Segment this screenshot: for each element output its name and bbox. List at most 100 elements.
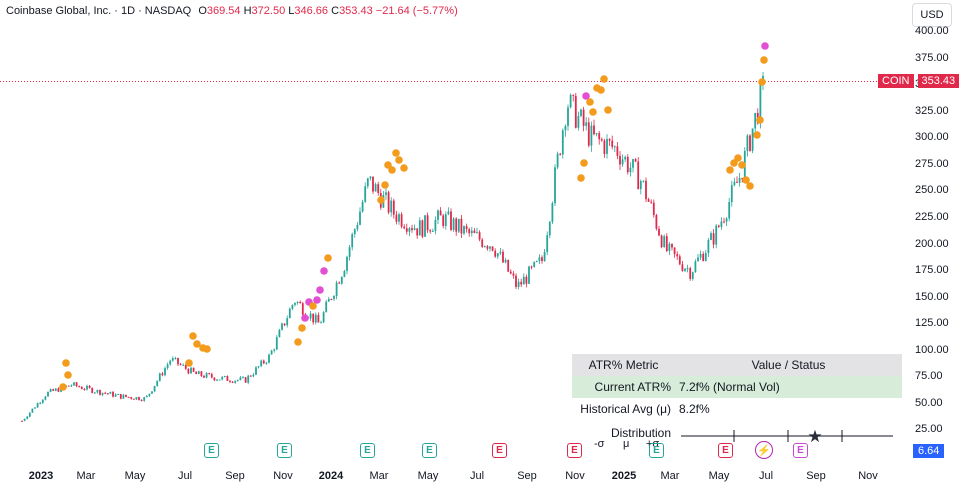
candle-body [312,313,315,323]
lightning-icon[interactable]: ⚡ [755,441,773,459]
currency-button[interactable]: USD [912,3,952,27]
candle-body [288,308,291,319]
candle-body [247,375,250,383]
candle-body [39,402,42,404]
x-tick-label: Nov [565,470,585,482]
candle-body [252,374,255,377]
candle-body [491,246,494,251]
x-tick-label: Mar [369,470,389,482]
candle-body [31,408,34,413]
candle-body [569,94,572,108]
candle-body [41,399,44,403]
candle-body [34,407,36,409]
candle-body [535,260,538,262]
signal-dot [189,332,197,340]
candle-body [127,396,130,398]
y-tick-label: 275.00 [915,157,949,170]
atr-current-row: Current ATR% 7.2f% (Normal Vol) [572,376,902,398]
earnings-marker[interactable]: E [718,443,733,458]
ohlc-values: O369.54 H372.50 L346.66 C353.43 −21.64 (… [198,5,457,17]
candle-body [52,389,55,391]
candle-body [647,199,650,202]
candle-body [754,112,757,129]
earnings-marker[interactable]: E [649,443,664,458]
candle-body [242,377,244,379]
candle-body [431,230,434,232]
earnings-marker[interactable]: E [793,443,808,458]
ticker-label: COIN [878,74,914,88]
x-tick-label: May [708,470,730,482]
x-tick-label: Sep [517,470,537,482]
candle-body [333,295,335,300]
candle-body [486,246,489,249]
earnings-marker[interactable]: E [422,443,437,458]
candle-body [699,253,702,258]
candle-body [359,211,361,225]
candle-body [421,220,424,237]
earnings-marker[interactable]: E [360,443,375,458]
candle-body [130,397,133,399]
candle-body [223,375,226,377]
candle-body [600,139,603,141]
mu-label: μ [623,438,630,450]
atr-historical-row: Historical Avg (μ) 8.2f% [572,398,902,420]
candle-body [691,272,694,279]
candle-body [262,360,265,364]
atr-historical-label: Historical Avg (μ) [580,402,671,416]
signal-dot [298,324,306,332]
candle-body [221,376,224,380]
candle-body [465,226,468,229]
candle-body [390,200,393,213]
earnings-marker[interactable]: E [204,443,219,458]
earnings-marker[interactable]: E [277,443,292,458]
candle-body [114,394,117,397]
candle-body [595,133,598,135]
candle-body [104,392,107,394]
candle-body [686,268,689,270]
candle-body [174,357,177,359]
candle-body [668,243,671,252]
candle-body [413,228,416,230]
candle-body [294,303,296,305]
candle-body [533,261,536,267]
earnings-marker[interactable]: E [567,443,582,458]
candle-body [437,210,439,220]
candle-body [554,167,556,204]
y-tick-label: 175.00 [915,264,949,277]
candle-body [255,367,257,375]
candle-body [93,392,96,394]
signal-dot [313,296,321,304]
candle-body [216,379,218,381]
candle-body [205,373,208,378]
y-tick-label: 150.00 [915,290,949,303]
candle-body [106,393,109,395]
candle-body [117,394,120,396]
candle-body [639,181,642,190]
candle-body [351,234,354,248]
candle-body [296,301,299,304]
candle-body [283,323,286,326]
candle-body [473,230,476,234]
candle-body [171,358,174,361]
candle-body [470,230,473,234]
candle-body [132,398,135,400]
candle-body [418,220,421,236]
candle-body [28,412,31,417]
y-tick-label: 125.00 [915,317,949,330]
candle-body [226,375,229,381]
candle-body [697,257,699,262]
earnings-marker[interactable]: E [492,443,507,458]
low-value: 346.66 [294,5,329,17]
candle-body [91,387,94,393]
candle-body [525,276,528,284]
x-tick-label: Mar [660,470,680,482]
candle-body [426,215,429,231]
candle-body [655,215,658,229]
candle-body [725,218,728,222]
candle-body [704,252,707,261]
signal-dot [580,159,588,167]
y-tick-label: 400.00 [915,25,949,37]
candle-body [372,176,374,192]
signal-dot [597,86,605,94]
x-tick-label: Nov [273,470,293,482]
